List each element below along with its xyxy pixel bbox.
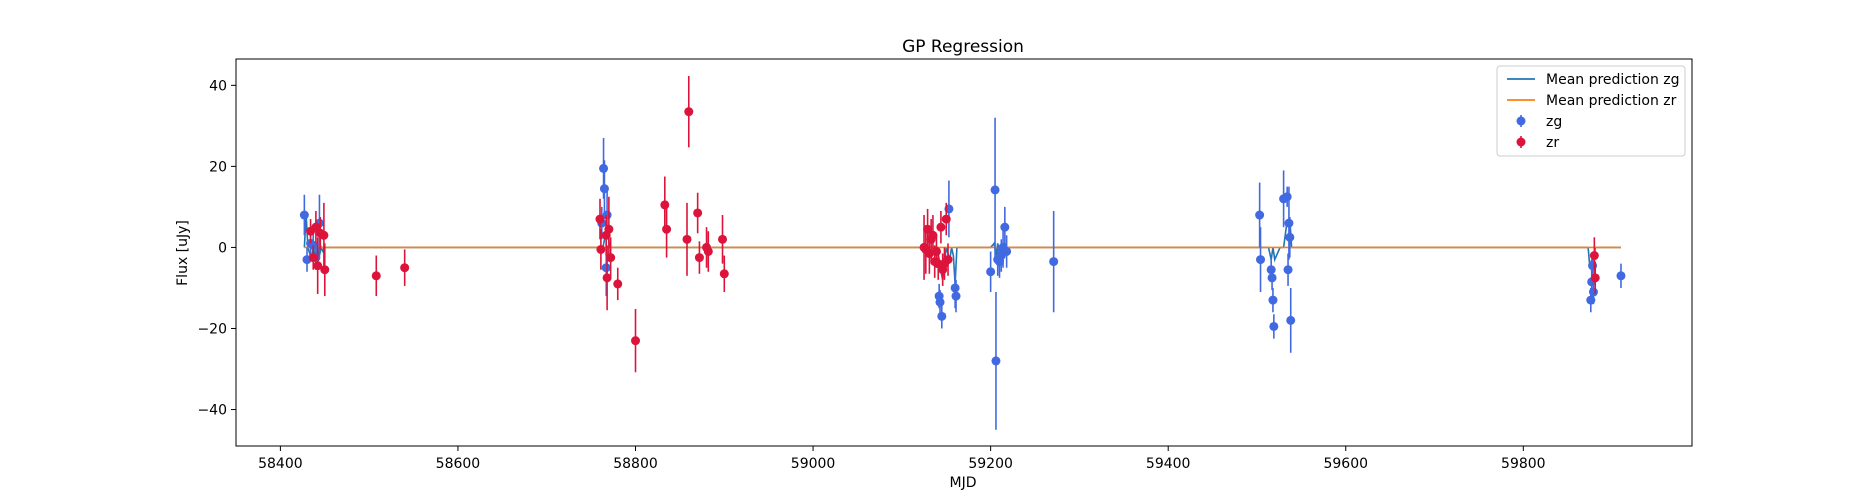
zg-point-29 xyxy=(1266,265,1276,275)
zg-point-34 xyxy=(1282,192,1292,202)
zg-point-15 xyxy=(950,283,960,293)
zr-point-1 xyxy=(308,253,318,263)
zr-point-6 xyxy=(320,265,330,275)
x-tick-label-7: 59800 xyxy=(1501,456,1546,472)
zg-point-24 xyxy=(1000,222,1010,232)
zr-point-24 xyxy=(703,246,713,256)
zr-point-15 xyxy=(613,279,623,289)
zr-point-26 xyxy=(719,269,729,279)
zr-point-16 xyxy=(631,336,641,346)
legend-box xyxy=(1496,65,1686,157)
zr-point-18 xyxy=(662,224,672,234)
zr-point-25 xyxy=(718,234,728,244)
x-axis-label: MJD xyxy=(950,475,977,491)
x-tick-label-5: 59400 xyxy=(1146,456,1191,472)
zr-point-39 xyxy=(941,214,951,224)
legend-marker-swatch-3 xyxy=(1516,137,1526,147)
zr-point-40 xyxy=(943,255,953,265)
zg-point-38 xyxy=(1286,315,1296,325)
x-tick-label-4: 59200 xyxy=(968,456,1013,472)
zr-point-5 xyxy=(319,230,329,240)
x-tick-label-1: 58600 xyxy=(436,456,481,472)
zg-point-0 xyxy=(299,210,309,220)
zr-point-29 xyxy=(923,224,933,234)
zg-point-37 xyxy=(1285,232,1295,242)
y-tick-label-2: 0 xyxy=(218,240,227,256)
zr-point-13 xyxy=(604,224,614,234)
y-tick-label-1: −20 xyxy=(197,321,227,337)
chart-title: GP Regression xyxy=(902,37,1024,57)
zr-point-7 xyxy=(371,271,381,281)
zr-point-9 xyxy=(595,214,605,224)
zr-point-34 xyxy=(931,246,941,256)
x-tick-label-6: 59600 xyxy=(1323,456,1368,472)
zg-point-7 xyxy=(599,163,609,173)
x-tick-label-3: 59000 xyxy=(791,456,836,472)
zr-point-19 xyxy=(682,234,692,244)
zg-point-13 xyxy=(937,311,947,321)
legend: Mean prediction zg Mean prediction zr zg zr xyxy=(1496,65,1686,157)
zr-point-10 xyxy=(596,244,606,254)
zg-point-32 xyxy=(1269,321,1279,331)
x-tick-label-0: 58400 xyxy=(258,456,303,472)
x-tick-label-2: 58800 xyxy=(613,456,658,472)
legend-label-1: Mean prediction zr xyxy=(1546,93,1677,109)
zg-point-25 xyxy=(1002,246,1012,256)
legend-label-3: zr xyxy=(1546,135,1559,151)
y-axis-label: Flux [uJy] xyxy=(175,220,191,286)
legend-label-2: zg xyxy=(1546,114,1562,130)
zg-point-28 xyxy=(1256,255,1266,265)
y-tick-label-0: −40 xyxy=(197,403,227,419)
zr-point-12 xyxy=(602,273,612,283)
zr-point-22 xyxy=(694,253,704,263)
y-tick-label-3: 20 xyxy=(209,159,227,175)
zg-point-17 xyxy=(986,267,996,277)
zg-point-35 xyxy=(1283,265,1293,275)
errorbar-points xyxy=(299,76,1626,430)
zr-point-3 xyxy=(313,261,323,271)
zr-point-8 xyxy=(400,263,410,273)
zg-point-27 xyxy=(1255,210,1265,220)
zr-point-32 xyxy=(928,230,938,240)
zg-point-42 xyxy=(1588,287,1598,297)
zr-point-17 xyxy=(660,200,670,210)
zg-point-31 xyxy=(1268,295,1278,305)
zg-point-30 xyxy=(1267,273,1277,283)
legend-marker-swatch-2 xyxy=(1516,116,1526,126)
zg-point-18 xyxy=(990,185,1000,195)
plot-frame xyxy=(235,58,1693,447)
zg-point-16 xyxy=(951,291,961,301)
zr-point-20 xyxy=(684,107,694,117)
zr-point-41 xyxy=(1589,251,1599,261)
zg-point-19 xyxy=(991,356,1001,366)
zr-point-21 xyxy=(693,208,703,218)
zg-point-9 xyxy=(601,263,611,273)
zg-point-36 xyxy=(1284,218,1294,228)
y-tick-label-4: 40 xyxy=(209,78,227,94)
axes: 58400 58600 58800 59000 59200 59400 59600 59800… xyxy=(197,58,1693,472)
zg-point-43 xyxy=(1616,271,1626,281)
zr-point-14 xyxy=(606,253,616,263)
zr-point-42 xyxy=(1590,273,1600,283)
zg-point-26 xyxy=(1049,257,1059,267)
legend-label-0: Mean prediction zg xyxy=(1546,72,1680,88)
zr-point-36 xyxy=(936,222,946,232)
zg-point-12 xyxy=(935,297,945,307)
